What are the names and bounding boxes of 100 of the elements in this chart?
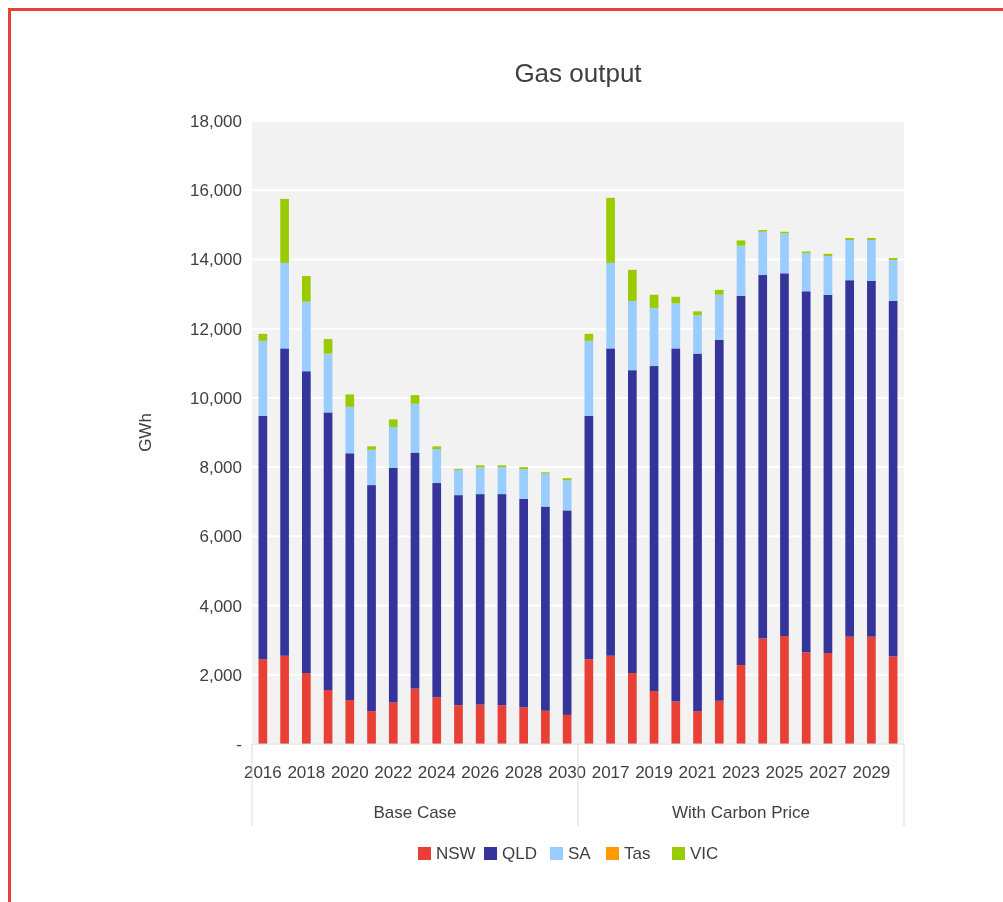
bar bbox=[693, 711, 702, 744]
bar bbox=[323, 353, 333, 413]
bar bbox=[606, 348, 615, 656]
bar bbox=[736, 240, 746, 246]
bar bbox=[758, 638, 768, 744]
bar bbox=[280, 348, 289, 656]
bar bbox=[671, 348, 681, 702]
bar bbox=[432, 449, 442, 484]
bar bbox=[475, 465, 485, 468]
bar bbox=[649, 307, 659, 367]
bar bbox=[867, 240, 876, 281]
bar bbox=[888, 260, 898, 301]
bar bbox=[823, 255, 833, 295]
bar bbox=[823, 652, 833, 744]
bar bbox=[671, 303, 681, 349]
bar bbox=[693, 311, 702, 316]
bar bbox=[323, 412, 333, 691]
text: Base Case bbox=[373, 803, 457, 822]
bar bbox=[345, 406, 355, 454]
bar bbox=[345, 394, 355, 407]
bar bbox=[780, 233, 789, 274]
bar bbox=[280, 198, 289, 263]
bar bbox=[454, 705, 463, 744]
x-tick-label: 2023 bbox=[722, 763, 760, 782]
bar bbox=[823, 294, 833, 653]
x-tick-label: 2022 bbox=[374, 763, 413, 782]
bar bbox=[410, 452, 420, 689]
bar bbox=[649, 691, 659, 744]
legend-label: QLD bbox=[502, 844, 537, 863]
bar bbox=[801, 291, 811, 653]
bar bbox=[280, 262, 289, 349]
bar bbox=[410, 688, 420, 744]
y-tick-label: 14,000 bbox=[190, 250, 242, 270]
bar bbox=[736, 295, 746, 666]
bar bbox=[584, 415, 594, 660]
bar bbox=[606, 655, 615, 744]
y-tick-label: 16,000 bbox=[190, 181, 242, 201]
bar bbox=[541, 710, 550, 744]
bar bbox=[627, 300, 637, 371]
bar bbox=[584, 340, 594, 416]
bar bbox=[432, 697, 442, 744]
bar bbox=[345, 453, 355, 701]
bar bbox=[671, 296, 681, 304]
bar bbox=[301, 371, 311, 674]
bar bbox=[301, 673, 311, 744]
chart-title: Gas output bbox=[514, 58, 643, 88]
bar bbox=[584, 659, 594, 744]
bar bbox=[693, 315, 702, 354]
y-tick-label: 6,000 bbox=[199, 527, 242, 547]
bar bbox=[845, 237, 855, 241]
bar bbox=[519, 707, 529, 744]
bar bbox=[627, 370, 637, 674]
bar bbox=[323, 690, 333, 744]
x-tick-label: 2028 bbox=[504, 763, 543, 782]
bar bbox=[388, 426, 398, 468]
x-tick-label: 2021 bbox=[678, 763, 717, 782]
x-tick-label: 2020 bbox=[330, 763, 369, 782]
legend-label: NSW bbox=[436, 844, 476, 863]
bar bbox=[801, 253, 811, 292]
bar bbox=[388, 419, 398, 427]
x-tick-label: 2029 bbox=[852, 763, 891, 782]
bar bbox=[367, 485, 376, 712]
bar bbox=[867, 280, 876, 637]
bar bbox=[497, 467, 507, 495]
bar bbox=[714, 339, 724, 701]
x-tick-label: 2018 bbox=[287, 763, 326, 782]
bar bbox=[627, 269, 637, 301]
x-tick-label: 2030 bbox=[548, 763, 587, 782]
bar bbox=[649, 294, 659, 308]
y-axis-title: GWh bbox=[136, 413, 155, 452]
bar bbox=[475, 494, 485, 705]
y-tick-label: 10,000 bbox=[190, 388, 242, 408]
bar bbox=[519, 467, 529, 470]
x-tick-label: 2025 bbox=[765, 763, 804, 782]
bar bbox=[801, 652, 811, 744]
bar bbox=[758, 231, 768, 276]
bar bbox=[714, 700, 724, 744]
y-tick-label: 4,000 bbox=[199, 596, 242, 616]
y-tick-label: 18,000 bbox=[190, 111, 242, 131]
x-tick-label: 2019 bbox=[635, 763, 673, 782]
x-tick-label: 2026 bbox=[461, 763, 500, 782]
bar bbox=[562, 510, 572, 715]
bar bbox=[562, 480, 572, 511]
bar bbox=[301, 276, 311, 302]
legend-label: VIC bbox=[690, 844, 719, 863]
bar bbox=[367, 449, 376, 486]
y-tick-label: - bbox=[236, 734, 242, 754]
x-tick-label: 2017 bbox=[591, 763, 630, 782]
bar bbox=[410, 403, 420, 453]
bar bbox=[584, 333, 594, 341]
bar bbox=[693, 353, 702, 712]
y-tick-label: 12,000 bbox=[190, 319, 242, 339]
x-tick-label: 2027 bbox=[809, 763, 847, 782]
bar bbox=[454, 469, 463, 496]
bar bbox=[541, 473, 550, 507]
bar bbox=[888, 656, 898, 744]
legend-label: Tas bbox=[624, 844, 651, 863]
x-tick-label: 2016 bbox=[243, 763, 282, 782]
bar bbox=[780, 636, 789, 744]
bar bbox=[541, 506, 550, 711]
